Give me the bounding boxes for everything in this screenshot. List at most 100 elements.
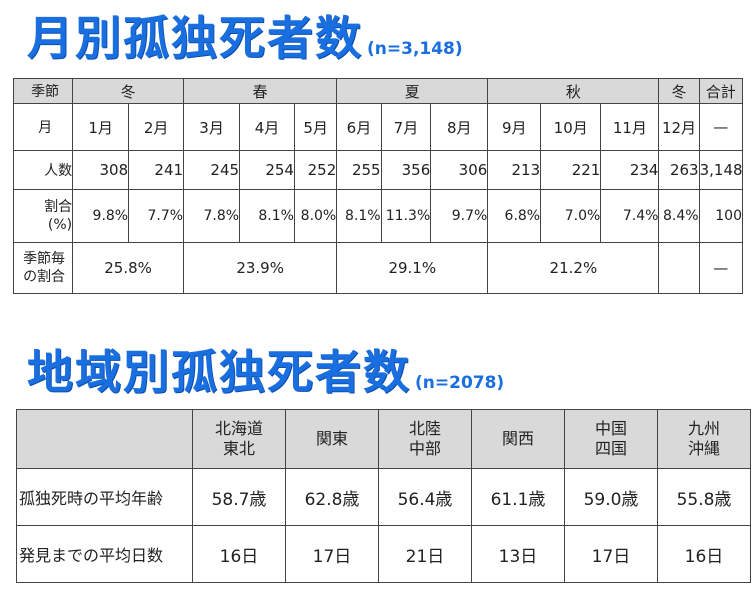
region-name-line2: 四国 [594, 439, 627, 458]
average-days-row: 発見までの平均日数 16日 17日 21日 13日 17日 16日 [16, 525, 751, 583]
month-cell: 7月 [380, 103, 432, 151]
percentage-cell: 7.0% [540, 189, 602, 243]
season-winter-december: 冬 [658, 78, 700, 104]
average-days-cell: 16日 [657, 525, 751, 583]
count-row-label: 人数 [12, 150, 74, 190]
region-header-cell: 中国 四国 [564, 409, 658, 469]
region-header-cell: 北陸 中部 [378, 409, 472, 469]
month-cell: 10月 [540, 103, 602, 151]
percentage-cell: 8.0% [293, 189, 338, 243]
percentage-cell: 9.7% [430, 189, 489, 243]
season-spring: 春 [183, 78, 338, 104]
region-name-line2: 中部 [408, 439, 441, 458]
regional-title: 地域別孤独死者数 [27, 345, 411, 399]
monthly-sample-size: (n=3,148) [367, 39, 463, 59]
count-cell: 254 [239, 150, 295, 190]
average-age-cell: 58.7歳 [192, 468, 286, 526]
region-name-line1: 関東 [315, 429, 348, 448]
season-percentage-autumn: 21.2% [487, 242, 660, 294]
average-days-cell: 13日 [471, 525, 565, 583]
average-days-cell: 16日 [192, 525, 286, 583]
percentage-label-line1: 割合 [44, 199, 73, 215]
average-age-cell: 56.4歳 [378, 468, 472, 526]
average-days-label: 発見までの平均日数 [16, 525, 193, 583]
region-name-line1: 九州 [687, 419, 720, 438]
average-days-cell: 17日 [285, 525, 379, 583]
season-percentage-spring: 23.9% [183, 242, 338, 294]
percentage-cell: 7.7% [128, 189, 185, 243]
region-name-line2: 沖縄 [687, 439, 720, 458]
region-name-line2: 東北 [222, 439, 255, 458]
region-name-line1: 中国 [594, 419, 627, 438]
total-header: 合計 [698, 78, 744, 104]
regional-sample-size: (n=2078) [415, 373, 505, 393]
region-header-cell: 北海道 東北 [192, 409, 286, 469]
count-cell: 252 [293, 150, 338, 190]
percentage-cell: 6.8% [487, 189, 542, 243]
percentage-cell: 7.4% [600, 189, 660, 243]
season-autumn: 秋 [487, 78, 660, 104]
average-days-cell: 17日 [564, 525, 658, 583]
month-cell: 12月 [658, 103, 700, 151]
month-cell: 1月 [72, 103, 130, 151]
monthly-title: 月別孤独死者数 [27, 11, 363, 65]
monthly-heading: 月別孤独死者数 (n=3,148) [27, 2, 463, 68]
count-cell: 255 [336, 150, 382, 190]
percentage-cell: 8.4% [658, 189, 700, 243]
region-header-blank [16, 409, 193, 469]
month-cell: 3月 [183, 103, 241, 151]
count-total-cell: 3,148 [698, 150, 744, 190]
count-cell: 245 [183, 150, 241, 190]
count-cell: 306 [430, 150, 489, 190]
season-percentage-summer: 29.1% [336, 242, 489, 294]
average-age-label: 孤独死時の平均年齢 [16, 468, 193, 526]
region-header-row: 北海道 東北 関東 北陸 中部 関西 中国 四国 九州 沖縄 [16, 409, 751, 469]
month-cell: 8月 [430, 103, 489, 151]
count-cell: 213 [487, 150, 542, 190]
percentage-cell: 7.8% [183, 189, 241, 243]
region-header-cell: 関東 [285, 409, 379, 469]
percentage-cell: 11.3% [380, 189, 432, 243]
season-summer: 夏 [336, 78, 489, 104]
season-percentage-label: 季節毎 の割合 [12, 242, 74, 294]
season-percentage-december [658, 242, 700, 294]
percentage-cell: 8.1% [239, 189, 295, 243]
monthly-table: 季節 冬 春 夏 秋 冬 合計 月 1月 2月 3月 4月 5月 6月 7月 8… [12, 78, 744, 294]
month-total-cell: — [698, 103, 744, 151]
count-row: 人数 308 241 245 254 252 255 356 306 213 2… [12, 150, 744, 190]
season-percentage-label-line2: の割合 [23, 269, 66, 285]
percentage-total-cell: 100 [698, 189, 744, 243]
month-cell: 2月 [128, 103, 185, 151]
average-days-cell: 21日 [378, 525, 472, 583]
count-cell: 308 [72, 150, 130, 190]
regional-table: 北海道 東北 関東 北陸 中部 関西 中国 四国 九州 沖縄 孤独死時の平均年齢 58.… [16, 409, 751, 583]
month-cell: 4月 [239, 103, 295, 151]
season-percentage-row: 季節毎の割合 25.8% 23.9% 29.1% 21.2% — [12, 242, 744, 294]
season-winter: 冬 [72, 78, 185, 104]
count-cell: 263 [658, 150, 700, 190]
season-percentage-winter: 25.8% [72, 242, 185, 294]
count-cell: 241 [128, 150, 185, 190]
average-age-cell: 59.0歳 [564, 468, 658, 526]
month-row: 月 1月 2月 3月 4月 5月 6月 7月 8月 9月 10月 11月 12月… [12, 103, 744, 151]
month-row-label: 月 [12, 103, 74, 151]
count-cell: 221 [540, 150, 602, 190]
average-age-cell: 61.1歳 [471, 468, 565, 526]
season-percentage-label-line1: 季節毎 [23, 251, 66, 267]
count-cell: 234 [600, 150, 660, 190]
region-header-cell: 関西 [471, 409, 565, 469]
average-age-cell: 62.8歳 [285, 468, 379, 526]
count-cell: 356 [380, 150, 432, 190]
percentage-cell: 8.1% [336, 189, 382, 243]
month-cell: 11月 [600, 103, 660, 151]
percentage-label-line2: (%) [47, 217, 73, 233]
season-header-label: 季節 [12, 78, 74, 104]
month-cell: 5月 [293, 103, 338, 151]
percentage-row-label: 割合 (%) [12, 189, 74, 243]
month-cell: 6月 [336, 103, 382, 151]
region-header-cell: 九州 沖縄 [657, 409, 751, 469]
season-header-row: 季節 冬 春 夏 秋 冬 合計 [12, 78, 744, 104]
regional-heading: 地域別孤独死者数 (n=2078) [27, 336, 504, 402]
season-percentage-total: — [698, 242, 744, 294]
region-name-line1: 関西 [501, 429, 534, 448]
